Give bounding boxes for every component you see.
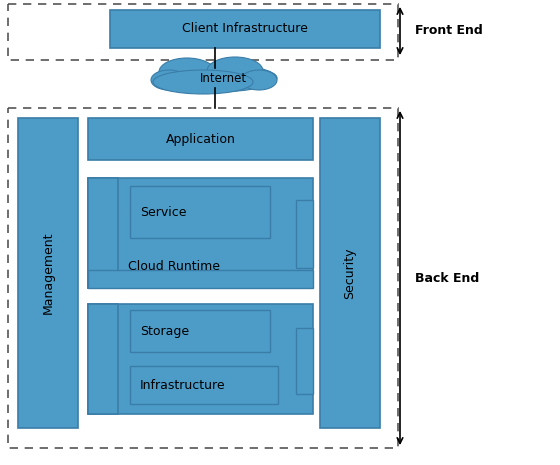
Text: Back End: Back End (415, 272, 479, 285)
Bar (320, 118, 380, 428)
Text: Front End: Front End (415, 24, 483, 36)
Bar (130, 310, 270, 352)
Bar (296, 200, 313, 268)
Ellipse shape (153, 64, 277, 92)
Bar (18, 118, 78, 428)
Text: Storage: Storage (140, 325, 189, 338)
Bar (296, 328, 313, 394)
Ellipse shape (207, 57, 263, 85)
Ellipse shape (159, 58, 215, 86)
Bar (130, 186, 270, 238)
Ellipse shape (153, 70, 253, 94)
Bar (88, 304, 313, 414)
Text: Infrastructure: Infrastructure (140, 379, 226, 392)
Text: Internet: Internet (199, 73, 246, 86)
Text: Security: Security (343, 247, 357, 299)
Bar (130, 366, 278, 404)
Text: Application: Application (166, 133, 235, 146)
Ellipse shape (151, 70, 187, 90)
Text: Management: Management (41, 232, 54, 314)
Bar (88, 178, 118, 288)
Ellipse shape (241, 70, 277, 90)
Bar (88, 178, 313, 288)
Bar (88, 270, 313, 288)
Bar (88, 304, 118, 414)
Bar (8, 4, 398, 60)
Text: Service: Service (140, 206, 186, 219)
Bar (88, 118, 313, 160)
Bar (8, 108, 398, 448)
Bar (110, 10, 380, 48)
Text: Client Infrastructure: Client Infrastructure (182, 22, 308, 35)
Text: Cloud Runtime: Cloud Runtime (128, 259, 220, 272)
